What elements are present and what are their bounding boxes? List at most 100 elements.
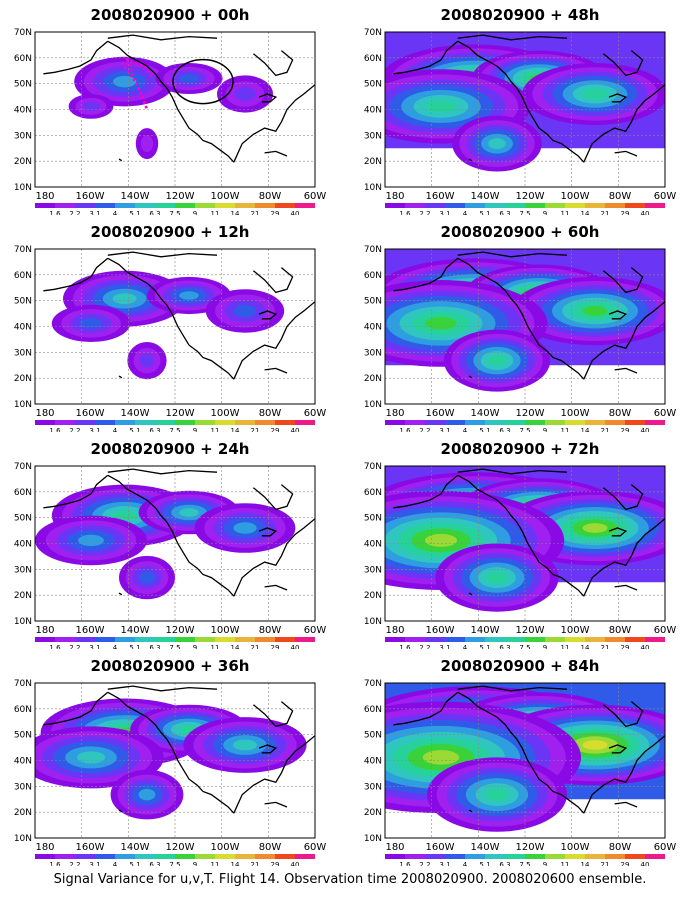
lon-tick-label: 120W	[166, 191, 195, 202]
colorbar-swatch	[585, 420, 605, 425]
coastline	[233, 84, 315, 163]
colorbar-swatch	[255, 420, 275, 425]
lat-tick-label: 30N	[364, 131, 382, 141]
colorbar-swatch	[35, 203, 55, 208]
colorbar-swatch	[55, 637, 75, 642]
lon-tick-label: 100W	[561, 842, 590, 853]
lon-tick-label: 140W	[121, 191, 150, 202]
variance-contour	[582, 306, 608, 316]
coastline	[614, 150, 638, 157]
lat-tick-label: 30N	[14, 348, 32, 358]
colorbar-swatch	[625, 637, 645, 642]
colorbar-label: 4	[463, 210, 468, 215]
lat-tick-label: 70N	[364, 462, 382, 472]
colorbar-label: 5.1	[129, 210, 140, 215]
map-frame	[34, 248, 316, 405]
colorbar-swatch	[545, 637, 565, 642]
coastline	[608, 93, 628, 103]
variance-contour	[139, 353, 155, 368]
colorbar-label: 14	[581, 861, 590, 866]
colorbar-label: 11	[561, 644, 570, 649]
lon-tick-label: 100W	[211, 842, 240, 853]
colorbar-swatch	[465, 203, 485, 208]
lon-tick-label: 100W	[561, 625, 590, 636]
coastline	[233, 735, 315, 814]
colorbar-label: 7.5	[169, 210, 180, 215]
colorbar-label: 5.1	[479, 644, 490, 649]
colorbar-label: 29	[621, 861, 630, 866]
colorbar-swatch	[95, 420, 115, 425]
panel-title: 2008020900 + 24h	[90, 440, 250, 458]
lon-tick-label: 60W	[654, 408, 677, 419]
colorbar-swatch	[425, 854, 445, 859]
lon-tick-label: 160W	[426, 191, 455, 202]
coastline	[233, 518, 315, 597]
colorbar-label: 4	[113, 861, 118, 866]
colorbar-label: 40	[641, 210, 650, 215]
lat-tick-label: 60N	[364, 54, 382, 64]
colorbar-label: 3.1	[439, 644, 450, 649]
colorbar-label: 21	[601, 427, 610, 432]
coastline	[602, 267, 644, 294]
colorbar-swatch	[155, 854, 175, 859]
colorbar-label: 6.3	[149, 861, 160, 866]
colorbar-label: 5.1	[129, 427, 140, 432]
colorbar-swatch	[275, 203, 295, 208]
variance-contour	[140, 135, 154, 153]
colorbar-label: 3.1	[439, 427, 450, 432]
colorbar-swatch	[95, 854, 115, 859]
colorbar-swatch	[135, 637, 155, 642]
colorbar-swatch	[425, 637, 445, 642]
map-panel: 2008020900 + 84h 70N 60N 50N 40N 30N 20N 10N 180…	[350, 651, 690, 866]
lon-tick-label: 140W	[121, 625, 150, 636]
colorbar-label: 1.6	[399, 861, 411, 866]
colorbar-swatch	[55, 854, 75, 859]
map-frame	[384, 682, 666, 839]
colorbar-label: 6.3	[149, 644, 160, 649]
lat-tick-label: 60N	[14, 705, 32, 715]
colorbar-label: 6.3	[499, 427, 510, 432]
lon-tick-label: 180	[35, 408, 54, 419]
lat-tick-label: 60N	[364, 271, 382, 281]
colorbar-label: 3.1	[89, 861, 100, 866]
lat-tick-label: 10N	[364, 834, 382, 844]
colorbar-swatch	[75, 854, 95, 859]
variance-contour	[112, 75, 137, 88]
lat-tick-label: 30N	[14, 782, 32, 792]
colorbar-swatch	[625, 203, 645, 208]
colorbar-swatch	[215, 420, 235, 425]
lat-tick-label: 40N	[364, 323, 382, 333]
colorbar-swatch	[195, 637, 215, 642]
colorbar-label: 7.5	[519, 210, 530, 215]
colorbar-swatch	[115, 420, 135, 425]
lon-tick-label: 60W	[304, 842, 327, 853]
coastline	[614, 801, 638, 808]
lat-tick-label: 10N	[14, 400, 32, 410]
coastline	[457, 685, 568, 692]
colorbar-swatch	[645, 203, 665, 208]
colorbar-swatch	[55, 420, 75, 425]
coastline	[252, 484, 294, 511]
lon-tick-label: 80W	[609, 408, 632, 419]
lat-tick-label: 70N	[364, 679, 382, 689]
coastline	[393, 691, 459, 726]
colorbar-swatch	[215, 854, 235, 859]
colorbar-label: 14	[231, 861, 240, 866]
lon-tick-label: 180	[385, 191, 404, 202]
colorbar-label: 4	[463, 861, 468, 866]
lon-tick-label: 100W	[211, 408, 240, 419]
colorbar-label: 6.3	[149, 427, 160, 432]
colorbar-swatch	[445, 203, 465, 208]
colorbar-label: 1.6	[49, 427, 61, 432]
lon-tick-label: 120W	[516, 842, 545, 853]
variance-contour	[76, 751, 106, 764]
colorbar-label: 4	[113, 210, 118, 215]
colorbar-label: 6.3	[499, 210, 510, 215]
lon-tick-label: 80W	[609, 191, 632, 202]
coastline	[233, 301, 315, 380]
lon-tick-label: 180	[35, 842, 54, 853]
map-panel: 2008020900 + 72h 70N 60N 50N 40N 30N 20N 10N 180…	[350, 434, 690, 649]
lon-tick-label: 100W	[561, 408, 590, 419]
colorbar-swatch	[445, 854, 465, 859]
